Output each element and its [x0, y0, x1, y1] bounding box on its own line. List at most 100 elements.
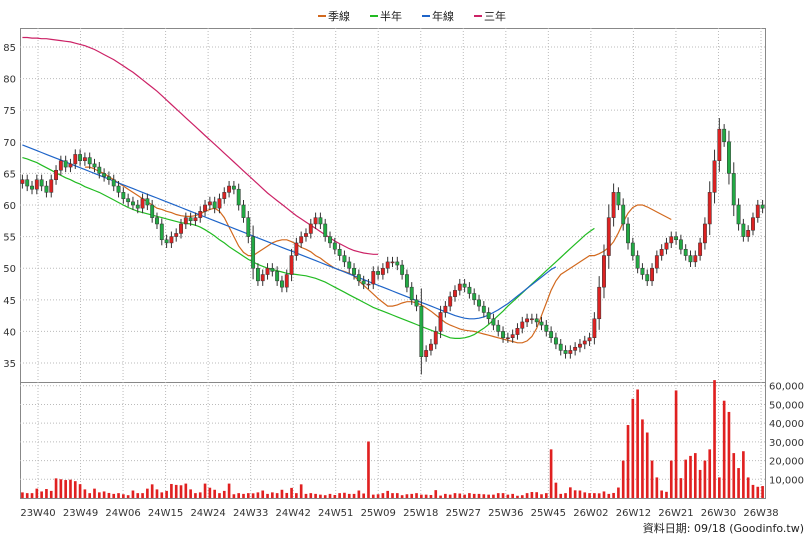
candle-body: [58, 160, 63, 171]
candle-body: [140, 198, 145, 209]
volume-bar: [660, 490, 663, 498]
candle-body: [63, 160, 68, 168]
candle-body: [683, 249, 688, 256]
candle-body: [169, 236, 174, 244]
volume-bar: [242, 493, 245, 498]
candle-body: [457, 283, 462, 291]
candle-body: [356, 274, 361, 282]
candle-body: [510, 334, 515, 339]
volume-bar: [405, 494, 409, 498]
x-tick-26W30: 26W30: [701, 508, 736, 519]
candle-body: [231, 185, 236, 190]
candle-body: [438, 312, 443, 332]
volume-bar: [160, 492, 164, 498]
candle-body: [30, 185, 34, 190]
candle-body: [602, 255, 606, 288]
volume-bar: [208, 487, 212, 498]
candle-body: [352, 267, 356, 275]
candle-body: [20, 179, 25, 184]
volume-bar: [516, 495, 519, 498]
volume-bar: [761, 486, 764, 498]
candle-body: [616, 192, 621, 206]
candle-body: [693, 255, 698, 263]
volume-bar: [645, 432, 649, 498]
volume-bar: [617, 487, 620, 498]
volume-bar: [285, 492, 289, 498]
candle-body: [371, 271, 376, 285]
x-tick-26W12: 26W12: [616, 508, 651, 519]
volume-bar: [107, 492, 111, 498]
candle-body: [308, 223, 313, 234]
volume-bar: [669, 460, 673, 498]
candle-body: [159, 223, 164, 241]
x-tick-24W15: 24W15: [148, 508, 183, 519]
candle-body: [698, 242, 703, 256]
price-tick-85: 85: [3, 43, 16, 54]
candle-body: [702, 223, 707, 244]
volume-bar: [689, 455, 692, 498]
legend-label-2: 年線: [432, 9, 454, 23]
candle-body: [304, 233, 308, 237]
volume-bar: [746, 477, 750, 498]
volume-bar: [299, 484, 303, 498]
volume-bar: [554, 482, 558, 498]
volume-bar: [626, 425, 630, 498]
price-tick-60: 60: [3, 201, 16, 212]
candle-body: [477, 299, 481, 307]
candle-body: [539, 321, 544, 326]
candle-body: [654, 255, 659, 269]
volume-bar: [170, 483, 173, 498]
candle-body: [380, 267, 385, 275]
candle-body: [270, 267, 275, 272]
volume-bar: [458, 493, 462, 498]
x-tick-26W21: 26W21: [658, 508, 693, 519]
candle-body: [385, 261, 390, 269]
candle-body: [626, 223, 630, 244]
volume-bar: [21, 492, 24, 498]
volume-bar: [314, 493, 317, 498]
volume-bar: [69, 479, 72, 498]
ma-line-季線: [84, 166, 672, 344]
volume-bar: [679, 478, 683, 498]
candle-body: [376, 271, 381, 275]
candle-body: [443, 305, 448, 313]
candle-body: [674, 236, 679, 241]
candle-body: [751, 217, 755, 231]
volume-bar: [45, 489, 48, 498]
volume-bar: [549, 449, 553, 498]
volume-bar: [722, 400, 726, 498]
candle-body: [669, 236, 674, 244]
candle-body: [97, 166, 102, 174]
candle-body: [217, 198, 222, 209]
candle-body: [39, 179, 44, 187]
candle-body: [606, 217, 611, 256]
candle-body: [332, 242, 337, 250]
candle-body: [505, 337, 510, 339]
volume-bar: [511, 493, 514, 498]
volume-bar: [583, 492, 587, 498]
candle-body: [409, 286, 414, 301]
ma-line-三年: [22, 36, 379, 255]
candle-body: [553, 337, 558, 345]
candle-body: [337, 249, 342, 256]
volume-axis: 10,000 20,000 30,000 40,000 50,000 60,000: [769, 382, 804, 487]
volume-bar: [227, 483, 231, 498]
ma-line-半年: [22, 157, 595, 339]
candle-body: [198, 211, 203, 218]
candle-body: [578, 343, 582, 348]
candle-body: [491, 318, 496, 326]
candle-body: [135, 204, 140, 209]
candle-body: [284, 274, 289, 288]
candle-body: [640, 267, 645, 275]
candle-body: [179, 223, 183, 234]
volume-bar: [472, 493, 476, 498]
price-tick-75: 75: [3, 106, 16, 117]
candle-body: [255, 267, 260, 282]
volume-bar: [25, 493, 29, 498]
candle-body: [462, 283, 467, 288]
candle-body: [746, 230, 751, 237]
volume-bar: [275, 493, 279, 498]
volume-bar: [30, 493, 34, 498]
candle-body: [280, 280, 284, 288]
